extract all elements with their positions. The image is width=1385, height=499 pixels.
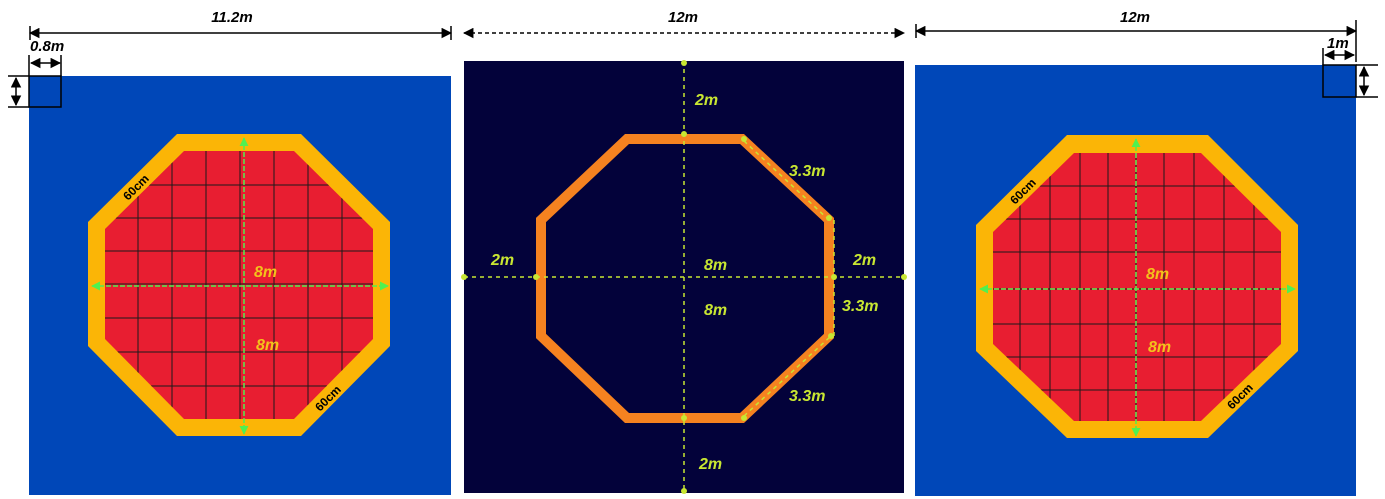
middle-diagonal-bottom-label: 3.3m <box>789 388 825 405</box>
middle-vertical-label: 8m <box>704 302 727 319</box>
middle-width-label: 12m <box>668 9 698 26</box>
left-octagon-fill <box>105 151 373 419</box>
middle-panel: 2m 2m 2m 2m 8m 8m 3.3m 3.3m 3.3m <box>461 60 907 494</box>
middle-diagonal-top-label: 3.3m <box>789 163 825 180</box>
left-vertical-label: 8m <box>256 337 279 354</box>
right-width-label: 12m <box>1120 9 1150 26</box>
left-width-label: 11.2m <box>211 9 252 26</box>
left-horizontal-label: 8m <box>254 264 277 281</box>
right-horizontal-label: 8m <box>1146 266 1169 283</box>
middle-horizontal-label: 8m <box>704 257 727 274</box>
left-panel: 0.8m 8m 8m 60cm 60cm <box>8 38 451 495</box>
top-dimensions: 11.2m 12m 12m <box>28 9 1358 62</box>
right-cell-box <box>1322 64 1357 98</box>
middle-top-gap-label: 2m <box>694 92 718 109</box>
middle-tick-marks <box>461 60 907 494</box>
left-cell-label: 0.8m <box>30 38 64 55</box>
middle-left-gap-label: 2m <box>490 252 514 269</box>
middle-right-gap-label: 2m <box>852 252 876 269</box>
middle-right-side-label: 3.3m <box>842 298 878 315</box>
right-cell-label: 1m <box>1327 35 1349 52</box>
right-vertical-label: 8m <box>1148 339 1171 356</box>
middle-diagonal-top-guide <box>743 140 830 221</box>
middle-bottom-gap-label: 2m <box>698 456 722 473</box>
right-octagon-fill <box>993 153 1281 421</box>
middle-diagonal-bottom-guide <box>743 335 832 417</box>
right-panel: 1m 8m 8m 60cm 60cm <box>915 35 1378 496</box>
left-cell-box <box>28 75 62 108</box>
